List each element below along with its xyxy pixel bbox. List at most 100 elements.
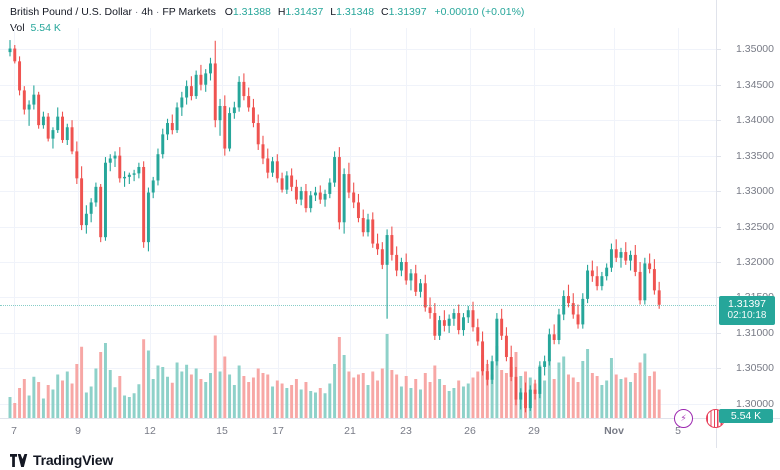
candle-body xyxy=(567,296,570,304)
legend-close-value: 1.31397 xyxy=(388,6,427,18)
volume-bar xyxy=(22,379,26,418)
candle-body xyxy=(194,74,198,97)
candle-body xyxy=(333,157,337,183)
price-axis-label: 1.33000 xyxy=(736,185,774,198)
legend-open-key: O xyxy=(224,6,233,18)
candle-body xyxy=(209,63,212,74)
time-axis-label: 29 xyxy=(528,425,540,437)
grid-line-vertical xyxy=(534,28,535,418)
volume-bar xyxy=(643,353,647,418)
grid-line-horizontal xyxy=(0,85,716,86)
legend-volume-value: 5.54 K xyxy=(30,22,61,34)
volume-bar xyxy=(127,397,131,418)
candle-body xyxy=(256,123,260,145)
volume-bar xyxy=(185,364,189,418)
volume-bar xyxy=(113,387,117,418)
candle-body xyxy=(242,81,246,97)
candle-body xyxy=(337,157,341,223)
legend-symbol[interactable]: British Pound / U.S. Dollar xyxy=(10,6,132,18)
volume-bar xyxy=(18,388,22,418)
volume-bar xyxy=(32,376,36,418)
volume-bar xyxy=(495,346,499,418)
grid-line-vertical xyxy=(78,28,79,418)
candle-body xyxy=(108,158,112,163)
current-price-badge[interactable]: 1.31397 02:10:18 xyxy=(719,295,775,325)
candle-body xyxy=(385,235,389,265)
volume-bar xyxy=(562,356,566,418)
candle-body xyxy=(380,249,384,265)
legend-low-value: 1.31348 xyxy=(336,6,375,18)
volume-bar xyxy=(438,379,442,418)
volume-bar xyxy=(333,364,337,418)
candle-body xyxy=(99,186,103,238)
lightning-bolt-icon[interactable]: ⚡ xyxy=(674,409,693,428)
candle-body xyxy=(586,270,590,299)
grid-line-horizontal xyxy=(0,333,716,334)
time-scale[interactable]: 7 9 12 15 17 21 23 26 29 Nov 5 xyxy=(0,419,716,447)
candle-body xyxy=(290,175,294,187)
candle-body xyxy=(323,193,327,200)
legend-open-value: 1.31388 xyxy=(232,6,271,18)
volume-bar xyxy=(390,370,394,418)
candle-body xyxy=(447,318,451,326)
volume-bar xyxy=(423,373,427,418)
volume-bar xyxy=(65,371,69,418)
candle-body xyxy=(629,254,633,261)
candle-body xyxy=(528,389,532,409)
candle-body xyxy=(304,191,308,209)
grid-line-horizontal xyxy=(0,120,716,121)
volume-bar xyxy=(161,367,165,418)
volume-bar xyxy=(543,380,547,418)
volume-bar xyxy=(461,386,465,418)
volume-bar xyxy=(80,346,84,418)
candle-body xyxy=(524,392,527,409)
volume-bar xyxy=(223,356,227,418)
price-axis-tick xyxy=(717,333,721,334)
candle-body xyxy=(247,96,251,108)
chart-plot-area[interactable] xyxy=(0,28,716,418)
time-axis-label: 23 xyxy=(400,425,412,437)
legend-volume-label: Vol xyxy=(10,22,25,34)
candle-body xyxy=(309,195,313,209)
volume-bar xyxy=(428,382,432,418)
candle-body xyxy=(318,192,322,200)
candle-body xyxy=(285,175,289,190)
candle-body xyxy=(342,174,346,223)
candle-body xyxy=(103,162,107,238)
legend-interval[interactable]: 4h xyxy=(141,6,153,18)
candle-body xyxy=(595,276,599,287)
legend-low-key: L xyxy=(330,6,337,18)
price-axis-tick xyxy=(717,49,721,50)
volume-bar xyxy=(624,377,628,418)
legend-exchange[interactable]: FP Markets xyxy=(162,6,216,18)
grid-line-vertical xyxy=(614,28,615,418)
candle-body xyxy=(461,317,465,331)
grid-line-vertical xyxy=(14,28,15,418)
price-scale[interactable]: 1.31397 02:10:18 1.35000 1.34500 1.34000 1.… xyxy=(717,28,780,418)
volume-bar xyxy=(504,373,508,418)
candle-body xyxy=(56,116,60,131)
candle-body xyxy=(94,186,98,203)
candle-body xyxy=(32,94,36,105)
volume-bar xyxy=(342,355,346,418)
time-axis-label: 5 xyxy=(675,425,681,437)
candle-body xyxy=(75,151,79,179)
candle-body xyxy=(299,191,303,200)
price-axis-tick xyxy=(717,156,721,157)
candle-body xyxy=(614,249,618,258)
candle-body xyxy=(228,113,232,149)
tradingview-logo[interactable]: TradingView xyxy=(10,452,113,468)
volume-bar xyxy=(180,371,184,418)
volume-bar xyxy=(619,379,623,418)
legend-high-key: H xyxy=(277,6,286,18)
volume-bar xyxy=(99,352,103,418)
candle-body xyxy=(438,320,442,336)
price-axis-label: 1.34500 xyxy=(736,78,774,91)
volume-bar xyxy=(37,382,41,418)
volume-bar xyxy=(404,376,408,418)
volume-badge: 5.54 K xyxy=(719,409,773,423)
volume-bar xyxy=(509,367,513,418)
candle-body xyxy=(347,174,351,193)
volume-bar xyxy=(500,370,504,418)
candle-body xyxy=(581,298,585,325)
